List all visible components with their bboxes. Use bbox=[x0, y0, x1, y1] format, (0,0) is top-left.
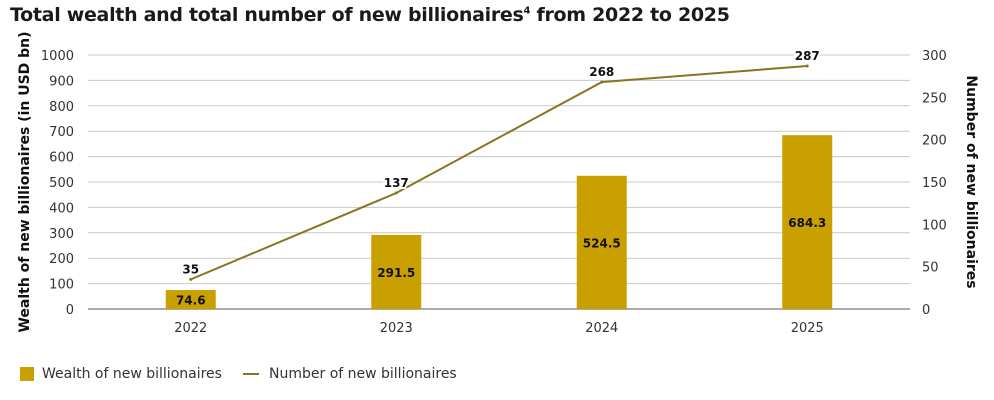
y-tick-label: 900 bbox=[49, 74, 74, 89]
bar bbox=[371, 234, 422, 309]
line-data-label: 287 bbox=[795, 49, 820, 63]
line-point bbox=[600, 80, 604, 84]
bar bbox=[782, 135, 833, 309]
bar bbox=[165, 290, 216, 309]
y2-tick-label: 150 bbox=[922, 176, 947, 191]
line-data-label: 35 bbox=[182, 262, 199, 276]
y2-tick-label: 50 bbox=[922, 261, 939, 276]
y-tick-label: 200 bbox=[49, 252, 74, 267]
x-tick-label: 2024 bbox=[585, 321, 618, 336]
line-data-label: 137 bbox=[384, 176, 409, 190]
bar-data-label: 291.5 bbox=[377, 266, 415, 280]
y-tick-label: 1000 bbox=[41, 49, 74, 64]
y2-tick-label: 300 bbox=[922, 49, 947, 64]
y-tick-label: 400 bbox=[49, 201, 74, 216]
y-tick-label: 700 bbox=[49, 125, 74, 140]
legend-item-wealth: Wealth of new billionaires bbox=[20, 366, 222, 382]
line-data-label: 268 bbox=[589, 65, 614, 79]
y2-tick-label: 250 bbox=[922, 91, 947, 106]
series-line bbox=[190, 65, 808, 281]
chart: 0 100 200 300 400 500 600 700 800 900 1000 0 50 100 15… bbox=[17, 31, 979, 336]
chart-title: Total wealth and total number of new bil… bbox=[10, 4, 730, 26]
y2-tick-label: 200 bbox=[922, 134, 947, 149]
line-point bbox=[189, 277, 193, 281]
y-tick-label: 300 bbox=[49, 227, 74, 242]
y-tick-label: 600 bbox=[49, 151, 74, 166]
y2-axis-label: Number of new billionaires bbox=[963, 75, 979, 288]
bar-data-label: 684.3 bbox=[788, 216, 826, 230]
legend-label: Wealth of new billionaires bbox=[42, 366, 222, 382]
x-tick-label: 2025 bbox=[791, 321, 824, 336]
y2-tick-label: 100 bbox=[922, 218, 947, 233]
y-tick-label: 800 bbox=[49, 100, 74, 115]
x-tick-label: 2023 bbox=[380, 321, 413, 336]
bar bbox=[576, 175, 627, 309]
bar-data-label: 74.6 bbox=[176, 294, 206, 308]
legend-swatch-bar bbox=[20, 367, 34, 381]
legend-swatch-line bbox=[243, 373, 259, 375]
y2-tick-label: 0 bbox=[922, 303, 930, 318]
y-tick-label: 500 bbox=[49, 176, 74, 191]
y-tick-label: 0 bbox=[66, 303, 74, 318]
legend-item-number: Number of new billionaires bbox=[243, 366, 457, 382]
x-tick-label: 2022 bbox=[174, 321, 207, 336]
line-point bbox=[805, 64, 809, 68]
bar-data-label: 524.5 bbox=[583, 236, 621, 250]
legend-label: Number of new billionaires bbox=[269, 366, 457, 382]
y-axis-label: Wealth of new billionaires (in USD bn) bbox=[17, 31, 33, 332]
y-tick-label: 100 bbox=[49, 278, 74, 293]
line-point bbox=[394, 191, 398, 195]
